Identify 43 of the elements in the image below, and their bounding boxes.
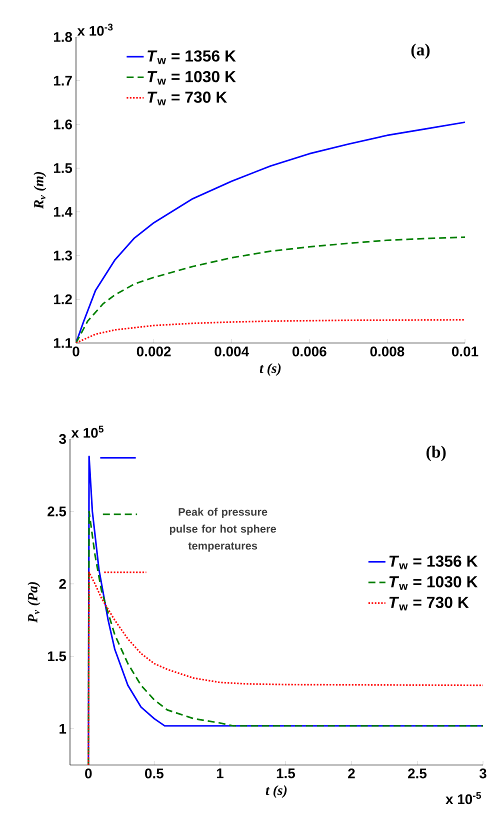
x-tick-label: 0.01	[452, 346, 478, 356]
line-series	[88, 571, 484, 765]
y-tick-label: 1.6	[54, 119, 72, 130]
x-tick-label: 0.5	[145, 768, 164, 778]
y-tick-label: 1.1	[54, 338, 72, 348]
x-tick-label: 1.5	[276, 768, 296, 778]
y-tick-label: 3	[59, 434, 66, 444]
legend-label: T$_{w}$ = 1030 K	[148, 70, 236, 85]
y-tick-label: 1.5	[54, 163, 72, 174]
legend-label: T$_{w}$ = 1030 K	[389, 576, 478, 590]
text: x 10$^{5}$	[71, 426, 104, 438]
y-axis-title: P$_{v}$ (Pa)	[28, 582, 40, 623]
y-tick-label: 1.2	[54, 294, 72, 304]
y-tick-label: 1	[60, 724, 66, 734]
y-tick-label: 1.3	[54, 250, 72, 261]
legend-label: T$_{w}$ = 1356 K	[148, 50, 236, 64]
y-tick-label: 1.8	[54, 32, 72, 42]
x-tick-label: 0	[85, 768, 92, 778]
text: x 10$^{-3}$	[77, 24, 113, 36]
x-tick-label: 1	[216, 768, 224, 778]
legend-label: T$_{w}$ = 730 K	[148, 92, 228, 106]
text: x 10$^{-5}$	[446, 792, 482, 804]
x-tick-label: 2.5	[408, 768, 427, 778]
x-tick-label: 0.006	[292, 346, 326, 356]
y-tick-label: 1.4	[54, 207, 72, 217]
x-tick-label: 2	[348, 768, 355, 778]
y-tick-label: 2.5	[48, 506, 66, 516]
x-tick-label: 0.004	[214, 346, 249, 356]
x-axis-title: t (s)	[260, 363, 281, 376]
x-tick-label: 0	[72, 346, 80, 356]
legend-label: T$_{w}$ = 730 K	[389, 596, 469, 610]
y-tick-label: 1.7	[54, 76, 72, 86]
y-tick-label: 2	[59, 579, 66, 589]
annotation: Peak of pressure pulse for hot sphere temperatures	[170, 508, 276, 552]
y-tick-label: 1.5	[48, 651, 66, 662]
x-tick-label: 0.002	[136, 346, 171, 356]
chart-title: (b)	[426, 446, 446, 462]
chart-title: (a)	[411, 44, 430, 59]
x-tick-label: 0.008	[370, 346, 404, 356]
y-axis-title: R$_{v}$ (m)	[34, 172, 46, 209]
x-axis-title: t (s)	[266, 785, 287, 798]
x-tick-label: 3	[479, 768, 486, 778]
legend-label: T$_{w}$ = 1356 K	[389, 556, 478, 570]
